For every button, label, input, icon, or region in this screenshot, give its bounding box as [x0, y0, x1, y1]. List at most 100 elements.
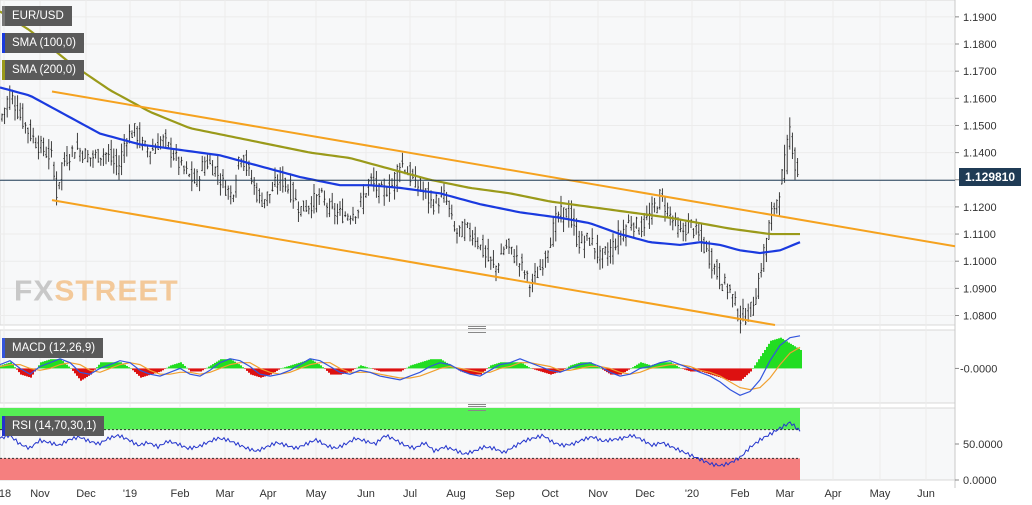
macd-hist-bar [374, 368, 376, 370]
macd-hist-bar [260, 368, 262, 378]
price-bar [463, 218, 466, 242]
macd-hist-bar [624, 368, 626, 373]
rsi-label: RSI (14,70,30,1) [12, 420, 97, 432]
price-bar [565, 208, 568, 218]
macd-hist-bar [788, 342, 790, 369]
price-bar [583, 235, 586, 259]
macd-hist-bar [410, 365, 412, 369]
price-bar [466, 222, 469, 229]
macd-hist-bar [14, 367, 16, 369]
price-bar [341, 198, 344, 224]
price-bar [258, 188, 261, 204]
price-bar [643, 212, 646, 237]
rsi-overbought-zone [0, 408, 800, 430]
price-bar [320, 187, 323, 193]
macd-hist-bar [120, 362, 122, 369]
price-bar [601, 248, 604, 269]
price-bar [349, 215, 352, 225]
sma100-swatch [2, 33, 5, 53]
price-bar [448, 200, 451, 218]
macd-hist-bar [208, 366, 210, 369]
macd-hist-bar [186, 367, 188, 369]
macd-hist-bar [2, 364, 4, 369]
price-bar [487, 238, 490, 262]
macd-hist-bar [416, 363, 418, 369]
macd-hist-bar [600, 368, 602, 369]
price-bar [323, 190, 326, 206]
sma200-tag[interactable]: SMA (200,0) [2, 60, 84, 80]
macd-hist-bar [798, 348, 800, 369]
price-bar [482, 234, 484, 258]
symbol-tag[interactable]: EUR/USD [2, 6, 72, 26]
macd-hist-bar [148, 368, 150, 376]
macd-hist-bar [432, 359, 434, 369]
macd-hist-bar [500, 362, 502, 369]
pane-divider-handle-macd[interactable] [468, 326, 486, 333]
price-bar [757, 272, 760, 300]
macd-hist-bar [184, 365, 186, 369]
x-tick-label: Sep [495, 488, 515, 500]
macd-hist-bar [526, 365, 528, 369]
macd-hist-bar [564, 368, 566, 370]
price-bar [656, 206, 659, 214]
macd-hist-bar [704, 368, 706, 373]
macd-hist-bar [548, 368, 550, 374]
macd-hist-bar [622, 368, 624, 374]
macd-hist-bar [88, 368, 90, 376]
price-bar [505, 239, 508, 249]
sma100-tag[interactable]: SMA (100,0) [2, 33, 84, 53]
macd-hist-bar [756, 362, 758, 369]
macd-hist-bar [342, 368, 344, 374]
macd-hist-bar [204, 368, 206, 370]
price-bar [630, 215, 633, 231]
price-bar [45, 146, 48, 159]
macd-hist-bar [468, 368, 470, 374]
macd-hist-bar [178, 362, 180, 369]
x-tick-label: Feb [171, 488, 190, 500]
price-bar [47, 139, 50, 170]
macd-label: MACD (12,26,9) [12, 342, 96, 354]
rsi-tag[interactable]: RSI (14,70,30,1) [2, 416, 105, 436]
macd-hist-bar [536, 368, 538, 371]
x-tick-label: '20 [685, 488, 699, 500]
macd-hist-bar [214, 362, 216, 369]
price-bar [302, 200, 305, 212]
macd-hist-bar [292, 364, 294, 369]
macd-hist-bar [794, 346, 796, 369]
macd-hist-bar [24, 368, 26, 376]
symbol-swatch [2, 6, 5, 26]
macd-hist-bar [684, 368, 686, 370]
macd-hist-bar [520, 362, 522, 369]
y-tick-label: 1.1000 [963, 256, 997, 268]
macd-hist-bar [270, 368, 272, 375]
macd-hist-bar [92, 368, 94, 373]
price-bar [700, 222, 703, 252]
pane-divider-handle-rsi[interactable] [468, 404, 486, 411]
macd-hist-bar [522, 363, 524, 369]
price-bar [79, 147, 81, 162]
sma200-label: SMA (200,0) [12, 64, 76, 76]
price-bar [778, 192, 781, 216]
price-bar [443, 182, 445, 203]
macd-hist-bar [228, 359, 230, 369]
price-bar [292, 181, 295, 209]
macd-hist-bar [80, 368, 82, 381]
price-bar [24, 122, 27, 134]
macd-hist-bar [730, 368, 732, 381]
macd-hist-bar [332, 368, 334, 375]
x-tick-label: Nov [588, 488, 608, 500]
price-bar [167, 141, 170, 148]
price-bar [118, 155, 120, 180]
macd-hist-bar [158, 368, 160, 373]
macd-hist-bar [396, 368, 398, 372]
macd-hist-bar [438, 359, 440, 369]
macd-tag[interactable]: MACD (12,26,9) [2, 338, 104, 358]
price-bar [541, 259, 544, 276]
y-tick-label: 1.0800 [963, 310, 997, 322]
price-bar [27, 127, 29, 144]
price-bar [227, 185, 230, 200]
macd-hist-bar [22, 368, 24, 376]
macd-hist-bar [234, 361, 236, 369]
price-bar [760, 262, 763, 278]
